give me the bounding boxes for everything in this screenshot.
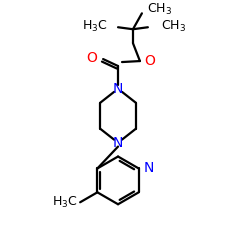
Text: H$_3$C: H$_3$C [82,19,107,34]
Text: N: N [144,162,154,175]
Text: CH$_3$: CH$_3$ [161,19,186,34]
Text: N: N [113,136,123,149]
Text: CH$_3$: CH$_3$ [147,2,172,17]
Text: N: N [113,82,123,96]
Text: O: O [144,54,155,68]
Text: O: O [86,51,97,65]
Text: H$_3$C: H$_3$C [52,195,77,210]
